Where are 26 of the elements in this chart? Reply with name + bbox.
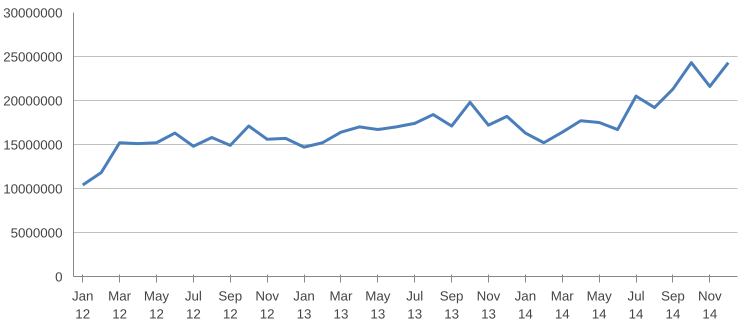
x-tick-label: Mar 13	[329, 288, 353, 322]
x-tick-label: Jul 14	[628, 288, 645, 322]
x-tick-label: Mar 12	[108, 288, 132, 322]
x-tick-label: Sep 14	[661, 288, 685, 322]
x-tick-label: May 13	[365, 288, 391, 322]
y-tick-label: 0	[55, 270, 63, 284]
y-tick-label: 30000000	[3, 6, 63, 20]
y-tick-label: 5000000	[10, 226, 63, 240]
x-tick-label: Jul 13	[406, 288, 424, 322]
x-tick-label: Jan 12	[72, 288, 94, 322]
y-tick-label: 10000000	[3, 182, 63, 196]
x-tick-label: Jan 13	[293, 288, 315, 322]
line-series	[81, 61, 730, 186]
y-tick-label: 20000000	[3, 94, 63, 108]
x-tick-label: Jan 14	[514, 288, 536, 322]
x-tick-label: Nov 14	[698, 288, 722, 322]
x-tick-label: May 12	[144, 288, 170, 322]
x-tick-label: Sep 13	[440, 288, 464, 322]
x-tick-label: Jul 12	[184, 288, 202, 322]
x-tick-label: Sep 12	[218, 288, 242, 322]
x-tick-label: Nov 12	[255, 288, 280, 322]
y-tick-label: 15000000	[3, 138, 63, 152]
y-tick-label: 25000000	[3, 50, 63, 64]
x-tick-label: May 14	[586, 288, 612, 322]
x-tick-label: Nov 13	[476, 288, 501, 322]
x-tick-label: Mar 14	[550, 288, 574, 322]
